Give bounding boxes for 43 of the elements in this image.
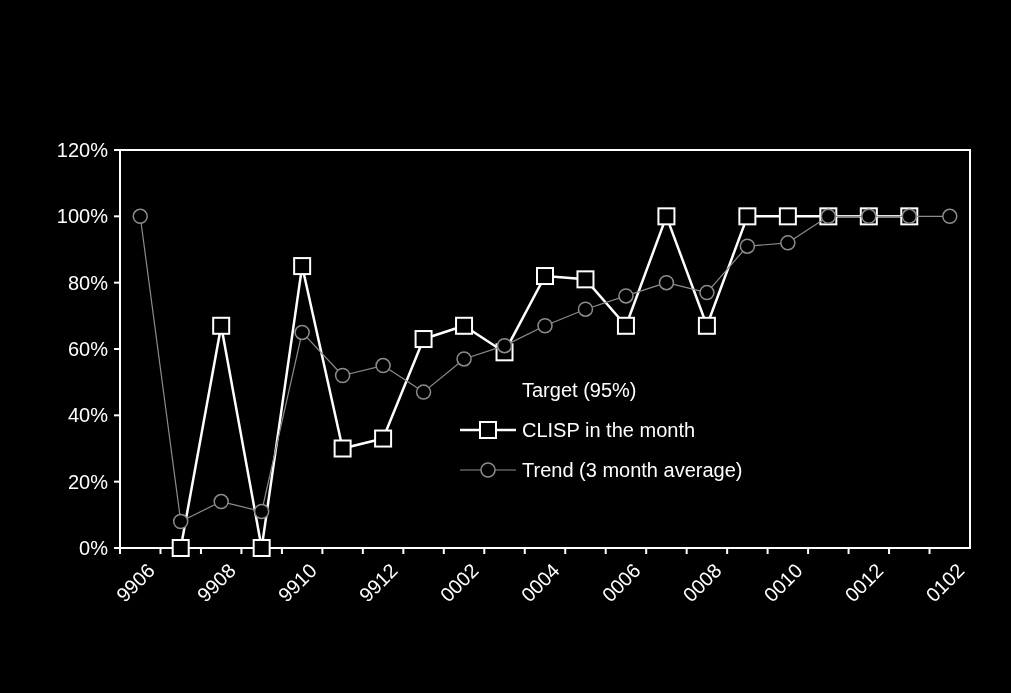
y-tick-label: 60% [67,338,109,360]
point [657,207,676,226]
point [738,207,757,226]
legend-label: CLISP in the month [522,419,696,441]
point [414,330,433,349]
point [576,270,595,289]
y-tick-label: 20% [67,470,109,493]
point [658,274,675,291]
point [212,316,231,335]
point [616,316,635,335]
point [333,439,352,458]
point [415,384,432,400]
point [293,257,312,276]
point [536,267,554,286]
legend-label: Trend (3 month average) [522,459,743,481]
y-tick-label: 0% [79,537,109,559]
point [213,493,229,510]
point [577,301,594,317]
point [172,513,189,530]
point [942,208,958,225]
y-tick-label: 100% [56,205,109,228]
y-tick-label: 80% [67,271,109,294]
point [780,235,796,251]
point [618,288,634,304]
point [334,367,351,384]
point [253,503,270,520]
point [778,207,797,226]
y-tick-label: 40% [67,404,109,427]
point [496,337,513,354]
point [374,429,393,448]
point [375,357,391,374]
point [294,324,310,341]
point [537,318,553,334]
point [132,208,148,225]
point [171,539,190,557]
point [455,316,474,335]
point [697,316,716,335]
annotation: Target (95%) [522,379,637,401]
point [739,238,756,254]
point [699,284,715,301]
point [252,539,271,557]
y-tick-label: 120% [56,139,109,161]
point [456,351,472,367]
